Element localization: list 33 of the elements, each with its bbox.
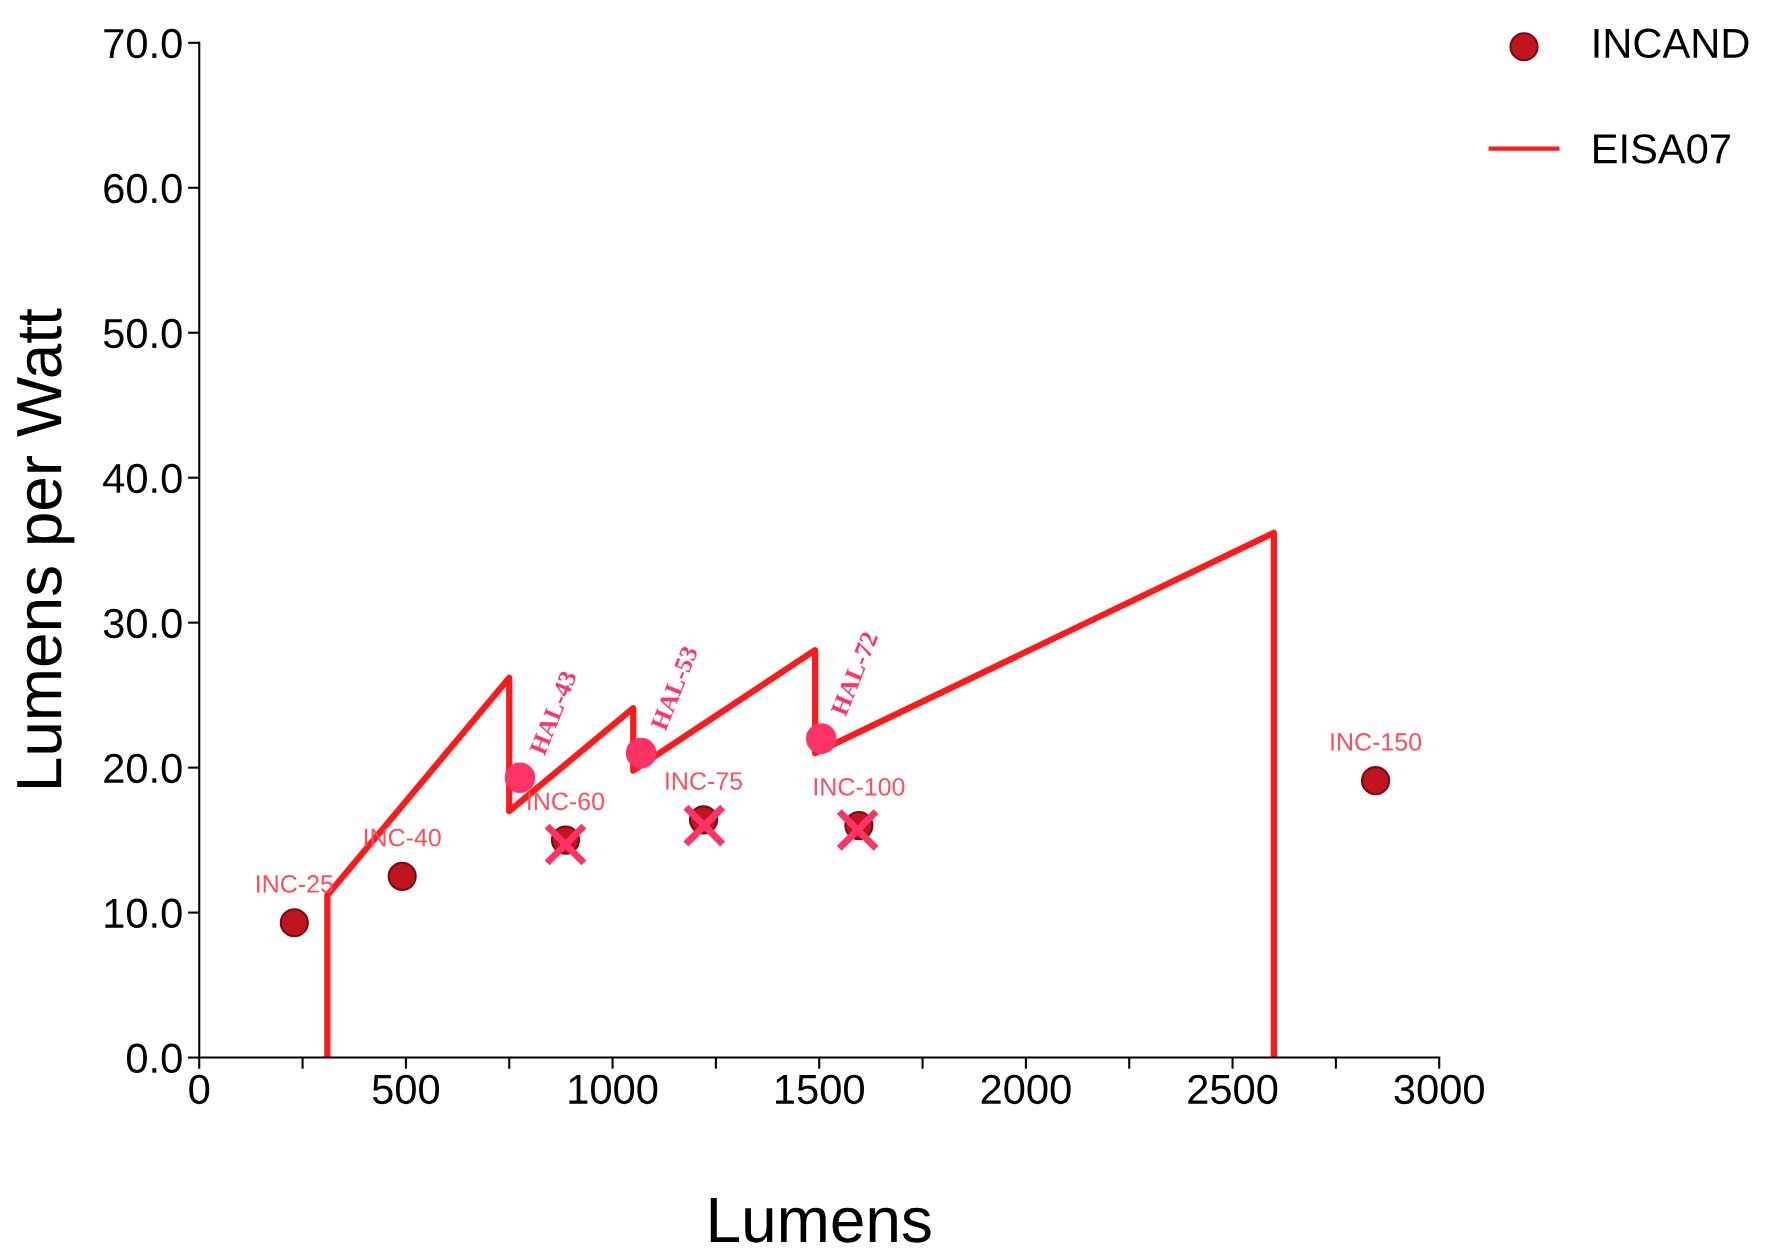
x-tick-label: 2000: [981, 1074, 1071, 1105]
data-label: INC-75: [666, 772, 743, 790]
y-tick-label: 70.0: [104, 28, 182, 59]
y-tick-label: 60.0: [104, 173, 182, 204]
data-label: INC-100: [814, 777, 905, 796]
point: [682, 803, 727, 848]
data-label: INC-60: [528, 792, 605, 811]
x-tick-label: 1000: [569, 1074, 658, 1105]
y-axis-title: Lumens per Watt: [17, 308, 75, 787]
legend-label: EISA07: [1594, 134, 1730, 164]
data-label: INC-150: [1331, 733, 1422, 751]
point: [1360, 766, 1391, 796]
y-tick-label: 20.0: [104, 753, 182, 784]
point: [625, 737, 657, 769]
x-tick-label: 500: [372, 1074, 440, 1105]
x-tick-label: 0: [189, 1074, 210, 1105]
y-tick-label: 30.0: [103, 608, 182, 639]
y-tick-label: 50.0: [103, 318, 182, 349]
x-tick-label: 2500: [1188, 1074, 1278, 1105]
point: [279, 908, 309, 938]
point: [543, 822, 588, 867]
point: [387, 861, 417, 891]
point: [806, 723, 837, 754]
data-label: INC-25: [257, 875, 333, 893]
y-tick-label: 0.0: [126, 1043, 182, 1074]
y-tick-label: 10.0: [105, 898, 182, 929]
x-tick-label: 1500: [776, 1074, 864, 1105]
point: [835, 808, 880, 852]
y-tick-label: 40.0: [103, 463, 182, 494]
x-axis-title: Lumens: [710, 1198, 931, 1243]
legend-label: INCAND: [1594, 28, 1749, 59]
point: [504, 762, 536, 794]
x-tick-label: 3000: [1394, 1074, 1484, 1105]
